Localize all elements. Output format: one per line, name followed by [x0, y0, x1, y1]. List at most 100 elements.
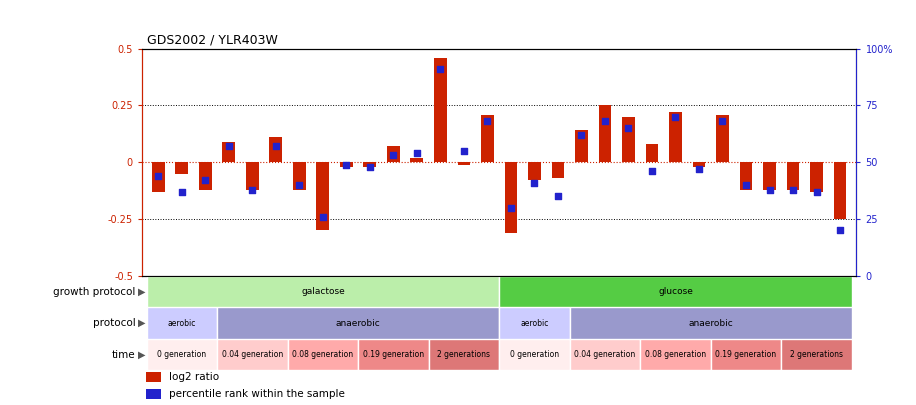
Bar	[640, 339, 711, 370]
Point	[268, 143, 283, 149]
Bar	[317, 162, 330, 230]
Bar	[434, 58, 447, 162]
Point	[551, 193, 565, 200]
Point	[574, 132, 589, 138]
Bar	[146, 373, 161, 382]
Text: 0.19 generation: 0.19 generation	[363, 350, 424, 359]
Bar	[716, 115, 729, 162]
Text: protocol: protocol	[93, 318, 136, 328]
Bar	[669, 112, 682, 162]
Bar	[217, 307, 499, 339]
Bar	[499, 307, 570, 339]
Bar	[505, 162, 518, 233]
Text: 2 generations: 2 generations	[438, 350, 490, 359]
Point	[668, 113, 682, 120]
Bar	[763, 162, 776, 190]
Bar	[199, 162, 212, 190]
Text: percentile rank within the sample: percentile rank within the sample	[169, 389, 345, 399]
Point	[245, 186, 260, 193]
Text: GDS2002 / YLR403W: GDS2002 / YLR403W	[147, 34, 278, 47]
Text: ▶: ▶	[138, 350, 146, 360]
Text: anaerobic: anaerobic	[688, 319, 733, 328]
Text: 0.04 generation: 0.04 generation	[574, 350, 636, 359]
Point	[151, 173, 166, 179]
Bar	[622, 117, 635, 162]
Bar	[570, 307, 852, 339]
Bar	[147, 339, 217, 370]
Text: ▶: ▶	[138, 287, 146, 296]
Text: 0.08 generation: 0.08 generation	[645, 350, 706, 359]
Bar	[364, 162, 376, 167]
Bar	[293, 162, 306, 190]
Text: aerobic: aerobic	[520, 319, 549, 328]
Bar	[646, 144, 659, 162]
Bar	[387, 146, 400, 162]
Bar	[481, 115, 494, 162]
Point	[527, 179, 541, 186]
Text: galactose: galactose	[301, 287, 344, 296]
Point	[457, 148, 472, 154]
Bar	[246, 162, 259, 190]
Point	[198, 177, 213, 184]
Point	[738, 182, 753, 188]
Bar	[575, 130, 588, 162]
Point	[504, 205, 518, 211]
Bar	[457, 162, 471, 164]
Bar	[499, 339, 570, 370]
Point	[292, 182, 307, 188]
Text: anaerobic: anaerobic	[336, 319, 380, 328]
Text: aerobic: aerobic	[168, 319, 196, 328]
Point	[786, 186, 801, 193]
Bar	[551, 162, 564, 178]
Bar	[787, 162, 800, 190]
Bar	[739, 162, 752, 190]
Text: 0 generation: 0 generation	[158, 350, 206, 359]
Bar	[570, 339, 640, 370]
Bar	[269, 137, 282, 162]
Text: 2 generations: 2 generations	[790, 350, 843, 359]
Point	[363, 164, 377, 170]
Point	[809, 189, 823, 195]
Point	[762, 186, 777, 193]
Point	[480, 118, 495, 125]
Point	[597, 118, 612, 125]
Bar	[810, 162, 823, 192]
Point	[833, 227, 847, 234]
Text: 0 generation: 0 generation	[510, 350, 559, 359]
Text: growth protocol: growth protocol	[53, 287, 136, 296]
Text: 0.19 generation: 0.19 generation	[715, 350, 777, 359]
Bar	[146, 389, 161, 399]
Text: 0.08 generation: 0.08 generation	[292, 350, 354, 359]
Point	[645, 168, 660, 175]
Bar	[147, 276, 499, 307]
Text: time: time	[112, 350, 136, 360]
Point	[409, 150, 424, 156]
Point	[433, 66, 448, 72]
Bar	[152, 162, 165, 192]
Bar	[176, 162, 189, 174]
Bar	[834, 162, 846, 219]
Point	[715, 118, 730, 125]
Bar	[223, 142, 235, 162]
Point	[175, 189, 190, 195]
Bar	[429, 339, 499, 370]
Text: log2 ratio: log2 ratio	[169, 372, 219, 382]
Text: ▶: ▶	[138, 318, 146, 328]
Bar	[499, 276, 852, 307]
Bar	[147, 307, 217, 339]
Bar	[217, 339, 288, 370]
Bar	[528, 162, 541, 181]
Bar	[288, 339, 358, 370]
Bar	[692, 162, 705, 167]
Text: 0.04 generation: 0.04 generation	[222, 350, 283, 359]
Point	[339, 161, 354, 168]
Text: glucose: glucose	[658, 287, 692, 296]
Bar	[598, 105, 612, 162]
Point	[692, 166, 706, 172]
Bar	[410, 158, 423, 162]
Bar	[711, 339, 781, 370]
Bar	[358, 339, 429, 370]
Bar	[340, 162, 353, 167]
Point	[621, 125, 636, 131]
Point	[222, 143, 236, 149]
